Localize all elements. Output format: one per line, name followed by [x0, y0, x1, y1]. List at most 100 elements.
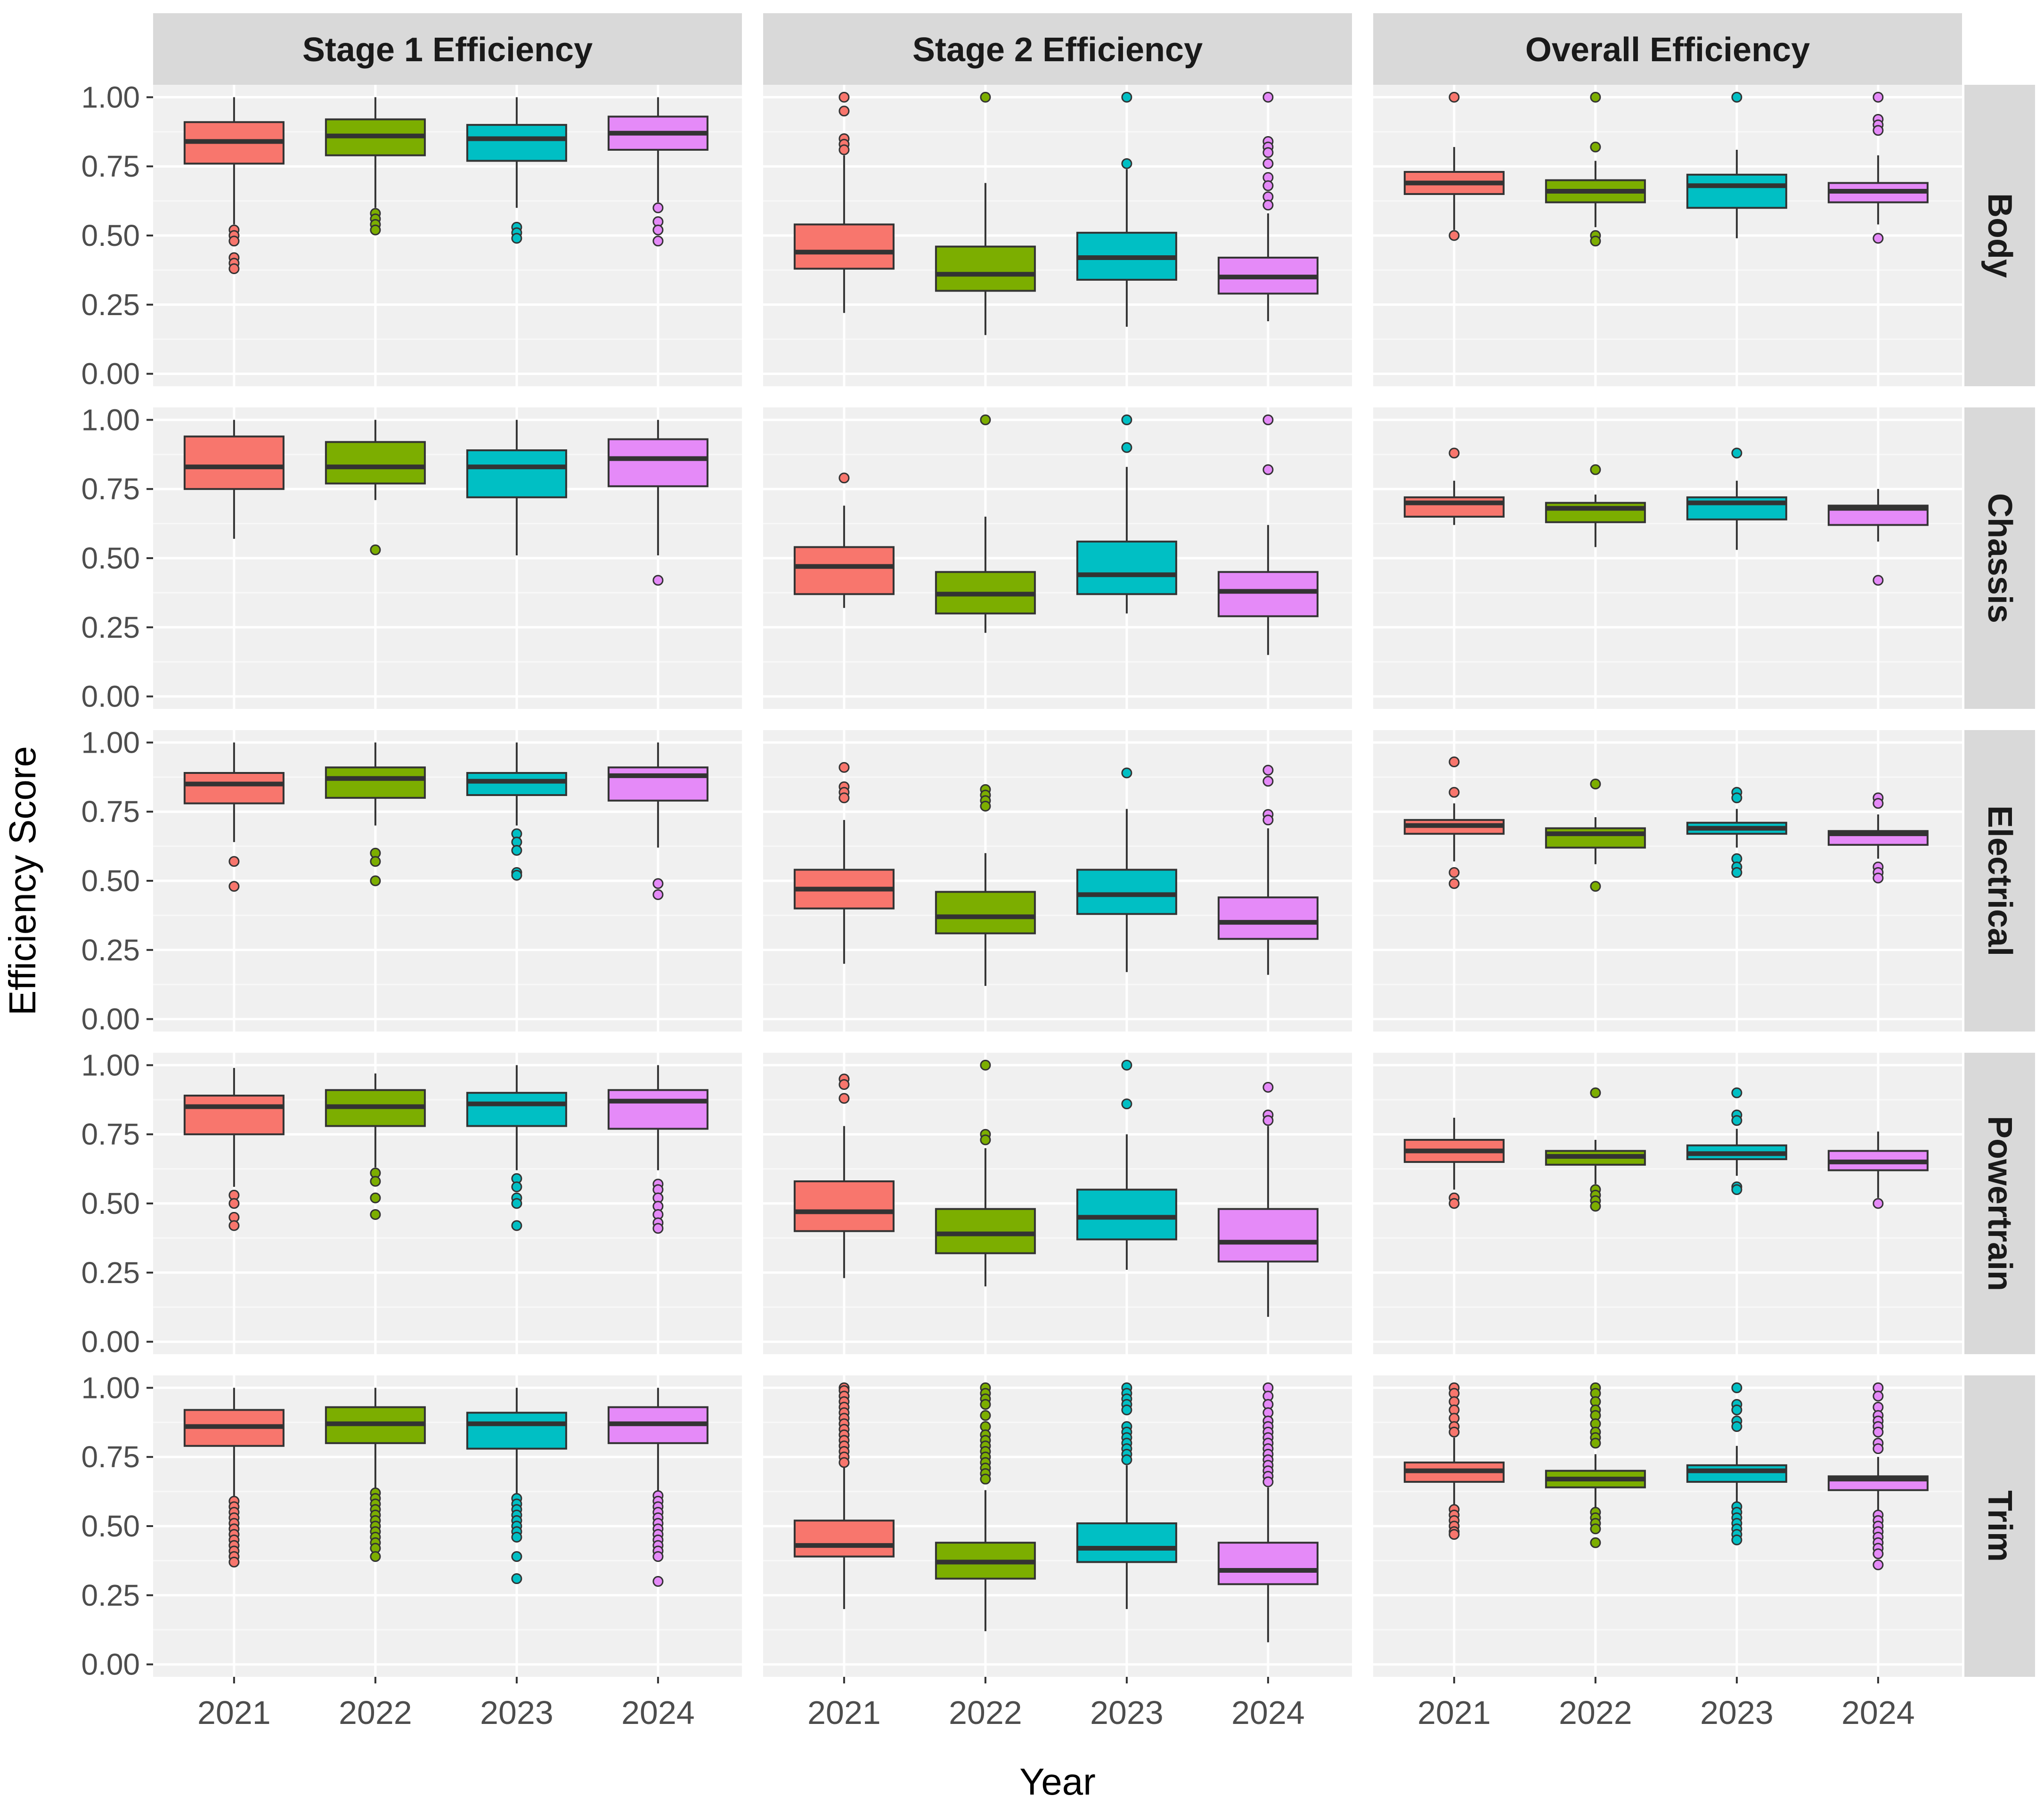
box-2021 [183, 772, 285, 804]
y-tick-label: 0.25 [81, 1578, 140, 1612]
outlier-point-2023 [511, 1531, 522, 1543]
outlier-point-2024 [1873, 872, 1884, 884]
outlier-point-2022 [1590, 236, 1601, 247]
outlier-point-2022 [370, 544, 381, 555]
outlier-point-2023 [1121, 1454, 1132, 1465]
x-tick-label-2022: 2022 [1559, 1694, 1632, 1731]
outlier-point-2024 [652, 202, 664, 213]
outlier-point-2021 [1449, 1198, 1460, 1209]
outlier-point-2021 [228, 1220, 240, 1231]
outlier-point-2022 [980, 414, 991, 425]
outlier-point-2021 [1449, 787, 1460, 798]
y-axis-title: Efficiency Score [1, 746, 43, 1016]
x-tick-label-2023: 2023 [480, 1694, 554, 1731]
outlier-point-2024 [1262, 1081, 1274, 1093]
outlier-point-2023 [1731, 867, 1743, 878]
outlier-point-2024 [1262, 158, 1274, 169]
x-axis-title: Year [1019, 1761, 1096, 1803]
outlier-point-2023 [1121, 1059, 1132, 1071]
outlier-point-2024 [652, 1223, 664, 1234]
strip-label-powertrain: Powertrain [1981, 1116, 2019, 1291]
outlier-point-2024 [1873, 1443, 1884, 1455]
box-2023 [466, 772, 567, 796]
boxplot-group-body-stage-1-efficiency [183, 97, 708, 274]
strip-trim [1964, 1375, 2035, 1677]
x-tick-label-2022: 2022 [949, 1694, 1022, 1731]
boxplot-group-electrical-stage-2-efficiency [793, 762, 1319, 986]
box-2024 [1217, 1208, 1319, 1263]
x-tick-label-2023: 2023 [1090, 1694, 1164, 1731]
outlier-point-2024 [652, 224, 664, 236]
box-2021 [183, 1095, 285, 1136]
y-tick-label: 0.25 [81, 610, 140, 644]
box-2021 [1403, 496, 1505, 518]
outlier-point-2024 [652, 878, 664, 889]
outlier-point-2022 [370, 1209, 381, 1220]
outlier-point-2023 [1121, 442, 1132, 453]
outlier-point-2021 [1449, 447, 1460, 459]
outlier-point-2024 [1873, 1559, 1884, 1570]
box-2022 [325, 441, 426, 485]
y-tick-label: 0.00 [81, 680, 140, 714]
box-2022 [1545, 502, 1646, 523]
outlier-point-2021 [228, 263, 240, 274]
strip-label-trim: Trim [1981, 1490, 2019, 1562]
box-2023 [466, 124, 567, 162]
y-tick-label: 0.50 [81, 1186, 140, 1220]
outlier-point-2023 [511, 1181, 522, 1193]
y-tick-label: 0.50 [81, 541, 140, 575]
outlier-point-2021 [839, 1093, 850, 1104]
boxplot-group-electrical-overall-efficiency [1403, 756, 1929, 892]
outlier-point-2024 [1262, 147, 1274, 158]
outlier-point-2021 [839, 1457, 850, 1468]
outlier-point-2024 [652, 1551, 664, 1562]
outlier-point-2023 [1731, 1421, 1743, 1432]
boxplot-group-trim-overall-efficiency [1403, 1382, 1929, 1570]
outlier-point-2023 [1121, 1098, 1132, 1110]
outlier-point-2023 [1121, 414, 1132, 425]
y-tick-label: 0.50 [81, 219, 140, 252]
outlier-point-2022 [370, 1176, 381, 1187]
box-2023 [1076, 1188, 1177, 1241]
outlier-point-2021 [1449, 230, 1460, 241]
panels-layer: Stage 1 Efficiency Stage 2 Efficiency Over… [81, 13, 2035, 1731]
outlier-point-2022 [980, 1410, 991, 1421]
outlier-point-2022 [1590, 1087, 1601, 1098]
box-2022 [325, 766, 426, 799]
outlier-point-2023 [1731, 1087, 1743, 1098]
outlier-point-2024 [1262, 199, 1274, 211]
box-2023 [466, 1412, 567, 1450]
box-2022 [935, 1208, 1036, 1254]
outlier-point-2023 [511, 1551, 522, 1562]
box-2024 [607, 438, 708, 488]
outlier-point-2021 [839, 106, 850, 117]
outlier-point-2024 [1262, 91, 1274, 103]
boxplot-group-powertrain-overall-efficiency [1403, 1087, 1929, 1212]
y-tick-label: 1.00 [81, 1048, 140, 1082]
box-2023 [1076, 540, 1177, 595]
outlier-point-2023 [1731, 1382, 1743, 1393]
box-2022 [935, 891, 1036, 935]
outlier-point-2022 [980, 800, 991, 812]
outlier-point-2024 [1873, 798, 1884, 809]
outlier-point-2024 [1262, 464, 1274, 475]
outlier-point-2022 [1590, 778, 1601, 789]
outlier-point-2023 [1121, 1404, 1132, 1415]
y-tick-label: 0.75 [81, 149, 140, 183]
x-tick-label-2024: 2024 [1841, 1694, 1915, 1731]
y-tick-label: 1.00 [81, 403, 140, 437]
outlier-point-2021 [228, 1556, 240, 1568]
strip-stage-1-efficiency [153, 13, 742, 85]
outlier-point-2021 [228, 881, 240, 892]
outlier-point-2021 [228, 856, 240, 867]
outlier-point-2023 [511, 845, 522, 856]
outlier-point-2022 [980, 91, 991, 103]
outlier-point-2021 [839, 144, 850, 155]
outlier-point-2021 [1449, 867, 1460, 878]
y-tick-label: 0.50 [81, 1509, 140, 1543]
strip-label-overall-efficiency: Overall Efficiency [1525, 31, 1810, 69]
boxplot-group-powertrain-stage-1-efficiency [183, 1065, 708, 1234]
outlier-point-2022 [1590, 1438, 1601, 1449]
box-2021 [793, 223, 895, 270]
